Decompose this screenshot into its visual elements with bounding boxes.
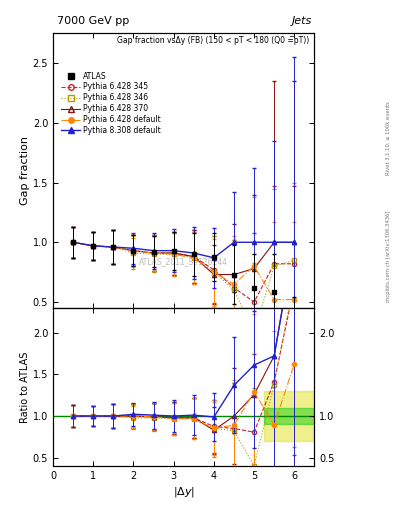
Legend: ATLAS, Pythia 6.428 345, Pythia 6.428 346, Pythia 6.428 370, Pythia 6.428 defaul: ATLAS, Pythia 6.428 345, Pythia 6.428 34… [59,70,162,137]
X-axis label: $|\Delta y|$: $|\Delta y|$ [173,485,195,499]
Y-axis label: Ratio to ATLAS: Ratio to ATLAS [20,351,30,422]
Text: 7000 GeV pp: 7000 GeV pp [57,15,129,26]
Text: Rivet 3.1.10, ≥ 100k events: Rivet 3.1.10, ≥ 100k events [386,101,391,175]
Y-axis label: Gap fraction: Gap fraction [20,136,30,205]
Text: Jets: Jets [292,15,312,26]
Bar [264,408,314,424]
Text: Gap fraction vsΔy (FB) (150 < pT < 180 (Q0 =̅pT)): Gap fraction vsΔy (FB) (150 < pT < 180 (… [117,36,309,45]
Text: mcplots.cern.ch [arXiv:1306.3436]: mcplots.cern.ch [arXiv:1306.3436] [386,210,391,302]
Bar [264,391,314,441]
Text: ATLAS_2011_S9126244: ATLAS_2011_S9126244 [139,257,228,266]
